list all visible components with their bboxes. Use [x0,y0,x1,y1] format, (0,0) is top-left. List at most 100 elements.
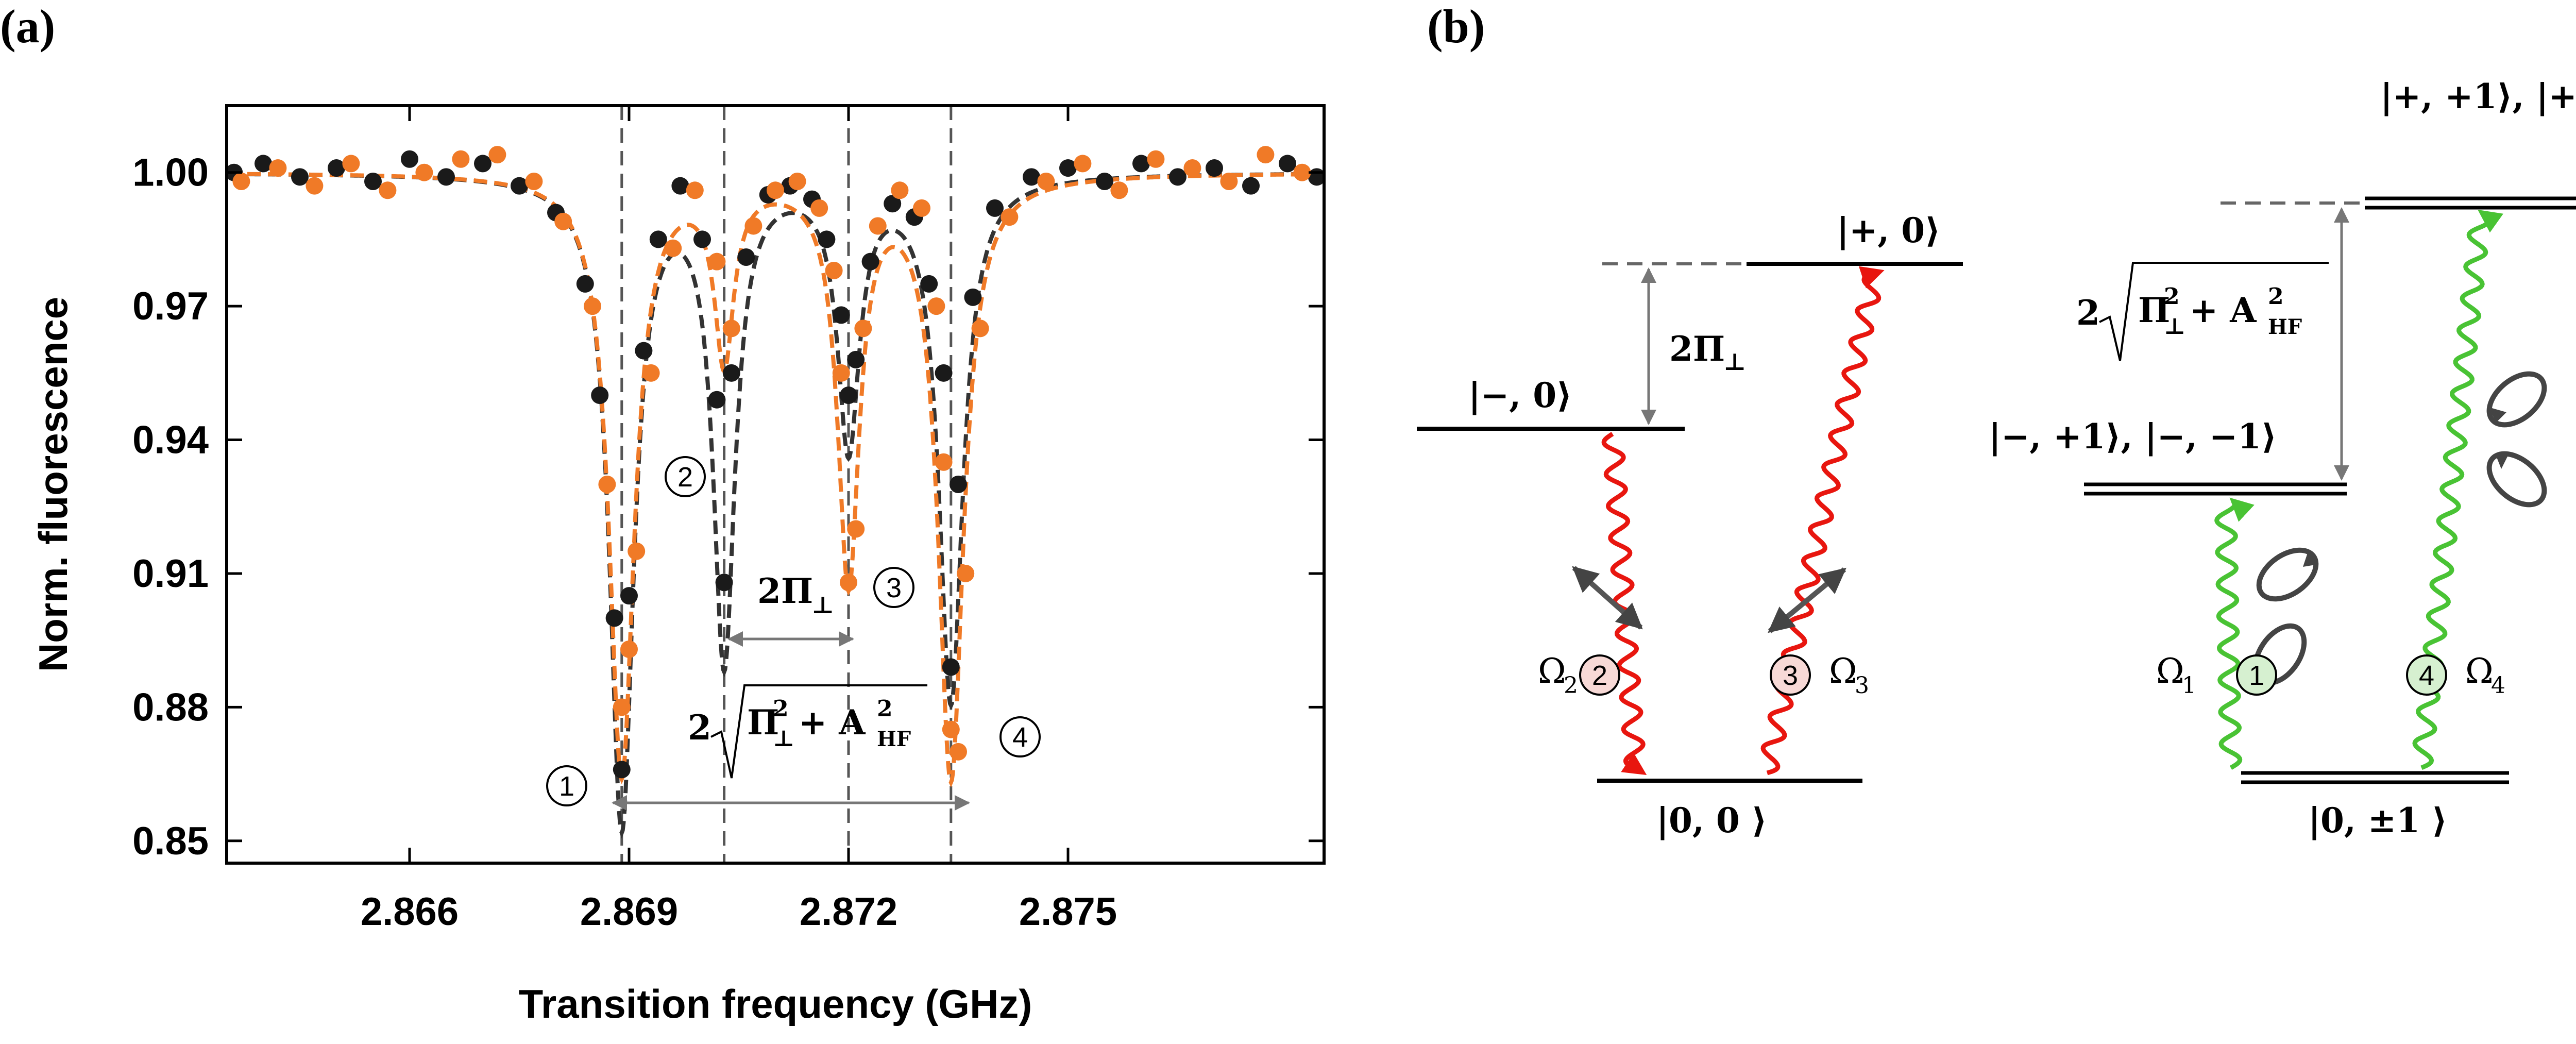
energy-level-diagram: |−, 0⟩ |+, 0⟩ |0, 0 ⟩ 2Π ⊥ Ω 2 2 3 Ω 3 [1417,76,2576,840]
dip-dashed-lines [620,106,953,863]
label-plus-0: |+, 0⟩ [1837,210,1940,250]
black-point [511,177,528,195]
marker-circle-1: 1 [2236,654,2277,696]
black-point [986,199,1004,217]
circular-polarization-icon-4b [2486,451,2547,508]
black-point [576,275,594,293]
omega-3-label: Ω 3 [1829,651,1869,699]
x-tick-label: 2.869 [580,890,678,934]
svg-text:Ω: Ω [2465,651,2494,691]
y-tick-labels: 0.85 0.88 0.91 0.94 0.97 1.00 [132,151,209,863]
svg-text:2: 2 [2076,293,2100,333]
svg-text:HF: HF [877,727,911,751]
y-tick-label: 0.91 [132,552,209,596]
svg-text:⊥: ⊥ [811,591,834,619]
orange-point [1257,146,1275,164]
orange-point [891,181,909,199]
svg-text:Ω: Ω [1829,651,1857,691]
svg-text:4: 4 [2419,660,2434,691]
orange-point [415,163,433,181]
svg-text:2Π: 2Π [1669,329,1725,369]
black-point [840,386,857,405]
svg-text:2: 2 [1592,660,1607,691]
orange-point [488,146,506,164]
label-minus-pm: |−, +1⟩, |−, −1⟩ [1989,416,2277,457]
black-point [942,658,960,676]
black-point [671,177,689,195]
svg-text:+ A: + A [2190,290,2257,330]
polarization-arrow-2 [1572,566,1643,630]
orange-point [554,212,572,230]
black-point [950,476,967,493]
sqrt-label-b: 2 Π 2 ⊥ + A 2 HF [2076,262,2329,361]
orange-point [847,520,865,538]
fit-curve-2 [227,172,1324,788]
black-point [1132,155,1150,173]
black-point [328,159,345,177]
orange-point [1001,208,1019,226]
black-point [693,230,711,248]
circular-polarization-icon-1a [2256,547,2319,602]
orange-point [1110,181,1128,199]
two-pi-perp-label: 2Π ⊥ [757,571,834,619]
level-plus-pm [2365,196,2576,210]
orange-point [913,199,930,217]
svg-text:1: 1 [559,771,574,802]
black-point [1096,173,1113,190]
orange-point [832,364,850,382]
svg-text:1: 1 [2182,672,2196,699]
panel-label-a: (a) [0,0,55,53]
orange-point [950,743,967,761]
svg-text:2: 2 [2268,283,2284,310]
black-point [255,155,272,173]
label-zero-0: |0, 0 ⟩ [1656,800,1767,840]
black-point [1242,177,1260,195]
svg-text:+ A: + A [799,702,866,743]
annot-circle-4: 4 [999,716,1041,757]
orange-point [767,181,784,199]
orange-point [957,564,975,582]
svg-text:3: 3 [886,572,902,603]
marker-circle-4: 4 [2406,654,2447,696]
black-point [635,342,653,360]
fit-curves [226,172,1324,839]
omega-1-label: Ω 1 [2156,651,2196,699]
orange-point [1037,173,1055,190]
svg-text:3: 3 [1855,672,1869,699]
svg-text:3: 3 [1783,660,1798,691]
panel-label-b: (b) [1427,0,1485,53]
orange-point [342,155,360,173]
svg-text:1: 1 [2249,660,2264,691]
svg-text:2: 2 [677,462,693,493]
orange-point [708,252,726,271]
black-point [474,155,492,173]
orange-point [269,159,287,177]
orange-point [1220,173,1238,190]
y-tick-label: 0.97 [132,284,209,328]
black-point [884,195,902,213]
black-point [591,386,609,405]
orange-point [825,261,843,279]
svg-text:Π: Π [2138,290,2170,330]
y-tick-label: 0.85 [132,819,209,863]
orange-point [525,173,543,190]
black-point [715,574,733,592]
svg-text:4: 4 [1012,722,1028,753]
x-tick-labels: 2.866 2.869 2.872 2.875 [361,890,1117,934]
black-point [1023,168,1040,186]
black-point [613,761,631,779]
black-point [1059,159,1077,177]
orange-point [628,542,646,560]
orange-point [927,297,945,315]
black-point [364,173,382,190]
svg-text:4: 4 [2491,672,2505,699]
orange-point [232,173,250,190]
plot-frame [225,104,1326,865]
annot-circle-3: 3 [873,567,914,608]
label-zero-pm: |0, ±1 ⟩ [2308,800,2447,840]
orange-point [1183,159,1201,177]
data-points [225,146,1326,779]
black-point [649,230,667,248]
svg-text:2: 2 [2164,283,2180,310]
